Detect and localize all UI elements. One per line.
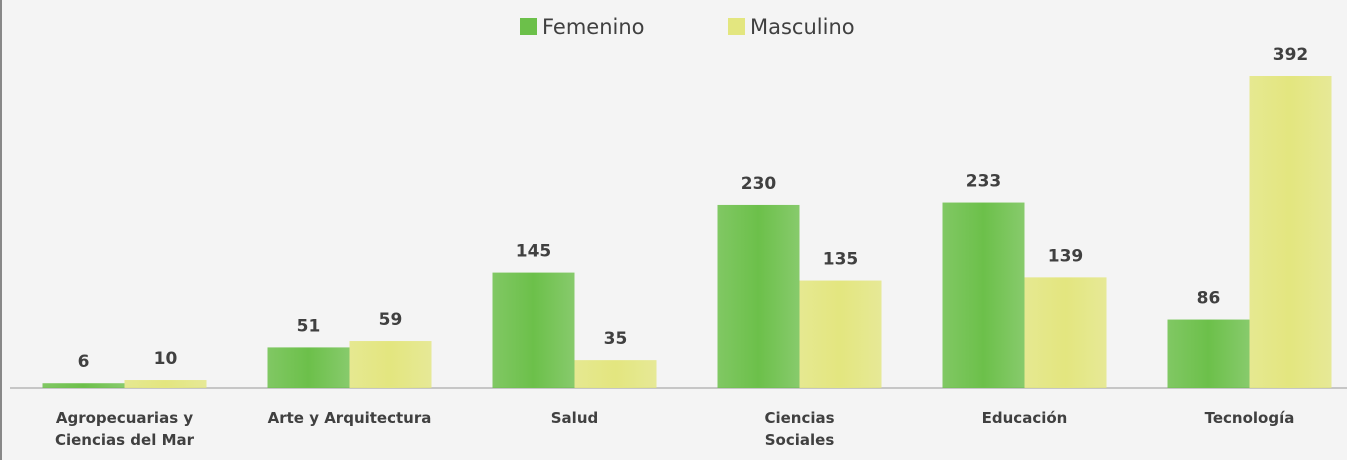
value-label: 10 xyxy=(154,349,178,369)
bar xyxy=(350,341,432,388)
bar xyxy=(493,273,575,388)
bar xyxy=(943,203,1025,388)
value-label: 6 xyxy=(78,352,90,372)
value-label: 35 xyxy=(604,329,628,349)
x-tick-label: Salud xyxy=(465,407,685,429)
bar xyxy=(43,383,125,388)
value-label: 392 xyxy=(1273,45,1309,65)
value-label: 139 xyxy=(1048,246,1084,266)
legend-swatch xyxy=(728,18,745,35)
legend-swatch xyxy=(520,18,537,35)
bar xyxy=(125,380,207,388)
legend-label: Masculino xyxy=(750,15,855,39)
x-tick-label: Arte y Arquitectura xyxy=(240,407,460,429)
legend-label: Femenino xyxy=(542,15,645,39)
bar xyxy=(1025,277,1107,388)
bar xyxy=(1168,320,1250,388)
value-label: 233 xyxy=(966,172,1002,192)
x-tick-label: Ciencias Sociales xyxy=(690,407,910,451)
bar xyxy=(800,281,882,388)
bar xyxy=(268,347,350,388)
chart: Femenino Masculino 6 10 51 59 145 35 230 135 233 13… xyxy=(0,0,1347,460)
bar xyxy=(1250,76,1332,388)
value-label: 59 xyxy=(379,310,403,330)
value-label: 51 xyxy=(297,316,321,336)
plot: Femenino Masculino 6 10 51 59 145 35 230 135 233 13… xyxy=(0,0,1347,460)
x-tick-label: Educación xyxy=(915,407,1135,429)
bar xyxy=(718,205,800,388)
value-label: 86 xyxy=(1197,289,1221,309)
x-tick-label: Agropecuarias y Ciencias del Mar xyxy=(15,407,235,451)
bar xyxy=(575,360,657,388)
value-label: 135 xyxy=(823,250,859,270)
value-label: 230 xyxy=(741,174,777,194)
x-tick-label: Tecnología xyxy=(1140,407,1347,429)
value-label: 145 xyxy=(516,242,552,262)
